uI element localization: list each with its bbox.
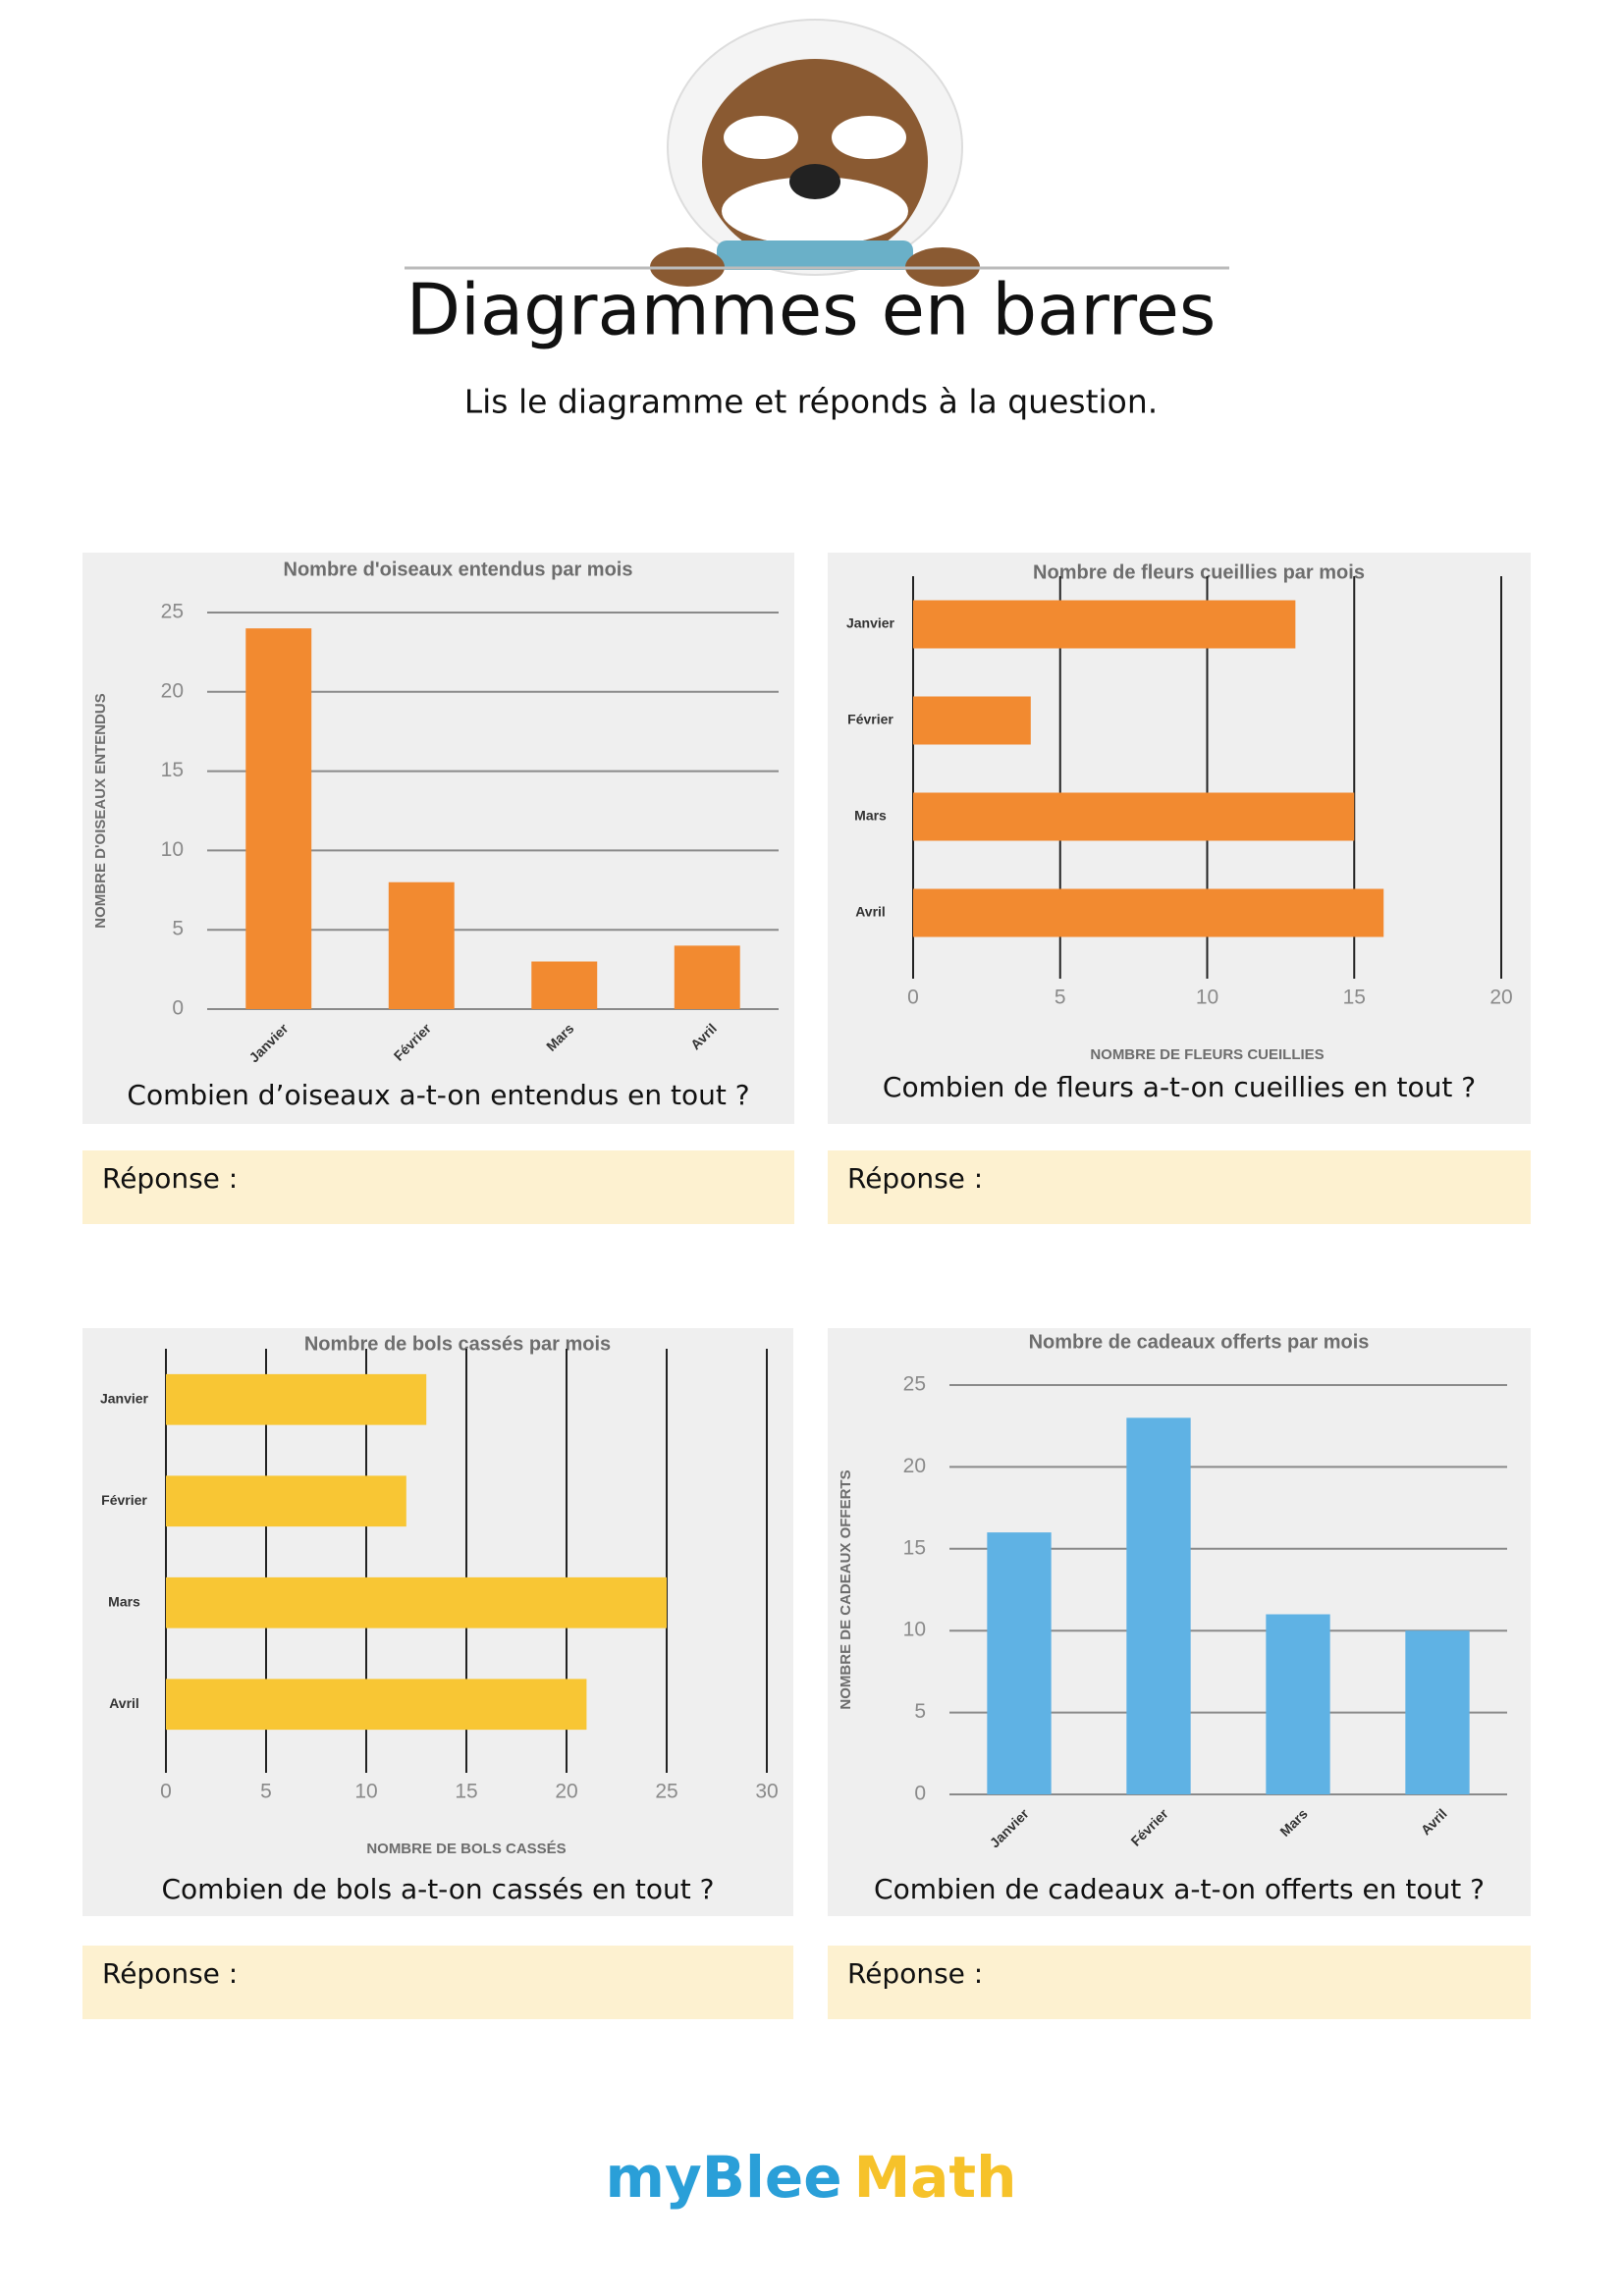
- x-tick-label: 20: [555, 1781, 577, 1803]
- y-tick-label: Février: [101, 1492, 147, 1508]
- x-axis-label: NOMBRE DE FLEURS CUEILLIES: [1090, 1046, 1324, 1063]
- question: Combien de bols a-t-on cassés en tout ?: [161, 1873, 714, 1905]
- bar: [388, 881, 455, 1009]
- brand-logo: myBlee Math: [606, 2144, 1017, 2211]
- answer-box: Réponse :: [828, 1150, 1531, 1224]
- x-tick-label: 25: [655, 1781, 677, 1803]
- y-tick-label: Janvier: [100, 1390, 149, 1406]
- bar: [913, 696, 1031, 745]
- y-tick-label: 25: [903, 1373, 926, 1396]
- y-tick-label: 10: [903, 1619, 926, 1641]
- bar: [674, 945, 740, 1009]
- chart-title: Nombre de bols cassés par mois: [304, 1333, 611, 1355]
- page-title: Diagrammes en barres: [406, 269, 1217, 351]
- answer-background: [82, 1946, 793, 2019]
- chart-title: Nombre de cadeaux offerts par mois: [1029, 1331, 1370, 1353]
- bar: [166, 1679, 587, 1731]
- y-tick-label: 0: [172, 997, 184, 1020]
- answer-label: Réponse :: [102, 1162, 238, 1195]
- x-tick-label: 0: [907, 987, 919, 1009]
- y-tick-label: Avril: [109, 1695, 139, 1711]
- bar: [913, 792, 1355, 841]
- answer-label: Réponse :: [847, 1957, 983, 1990]
- chart-panel: Nombre d'oiseaux entendus par mois 0 5 10 15…: [82, 553, 794, 1124]
- bar: [913, 600, 1296, 649]
- brand-part: myBlee: [606, 2144, 842, 2211]
- x-tick-label: 5: [260, 1781, 272, 1803]
- y-tick-label: Mars: [854, 808, 887, 824]
- x-tick-label: 15: [455, 1781, 477, 1803]
- chart-title: Nombre de fleurs cueillies par mois: [1033, 561, 1365, 583]
- question: Combien de fleurs a-t-on cueillies en to…: [883, 1071, 1476, 1103]
- y-tick-label: 0: [914, 1783, 926, 1805]
- answer-box: Réponse :: [82, 1946, 793, 2019]
- y-axis-label: NOMBRE DE CADEAUX OFFERTS: [838, 1469, 854, 1709]
- x-tick-label: 20: [1489, 987, 1512, 1009]
- x-tick-label: 10: [1196, 987, 1218, 1009]
- y-tick-label: 15: [161, 759, 184, 781]
- x-tick-label: 15: [1343, 987, 1366, 1009]
- y-axis-label: NOMBRE D'OISEAUX ENTENDUS: [92, 693, 109, 928]
- answer-background: [828, 1150, 1531, 1224]
- y-tick-label: 10: [161, 838, 184, 861]
- question: Combien d’oiseaux a-t-on entendus en tou…: [127, 1079, 749, 1111]
- chart-panel: Nombre de fleurs cueillies par mois 0 5 10 1…: [828, 553, 1531, 1124]
- brand-part: Math: [854, 2144, 1017, 2211]
- chart-panel: Nombre de bols cassés par mois 0 5 10 15 20 25…: [82, 1328, 793, 1916]
- bar: [1126, 1417, 1191, 1794]
- bar: [1405, 1630, 1470, 1794]
- x-tick-label: 10: [354, 1781, 377, 1803]
- panel-background: [82, 553, 794, 1124]
- chart-panel: Nombre de cadeaux offerts par mois 0 5 10 15…: [828, 1328, 1531, 1916]
- bar: [987, 1532, 1052, 1794]
- bar: [1266, 1614, 1330, 1794]
- y-tick-label: Avril: [855, 904, 886, 920]
- bar: [166, 1475, 406, 1527]
- question: Combien de cadeaux a-t-on offerts en tou…: [874, 1873, 1485, 1905]
- y-tick-label: 20: [903, 1455, 926, 1477]
- y-tick-label: 5: [914, 1700, 926, 1723]
- mascot: [650, 19, 980, 287]
- bar: [531, 961, 598, 1009]
- bar: [913, 888, 1384, 937]
- answer-background: [82, 1150, 794, 1224]
- page-subtitle: Lis le diagramme et réponds à la questio…: [464, 383, 1159, 421]
- answer-box: Réponse :: [82, 1150, 794, 1224]
- answer-box: Réponse :: [828, 1946, 1531, 2019]
- y-tick-label: 20: [161, 679, 184, 702]
- x-tick-label: 5: [1055, 987, 1066, 1009]
- y-tick-label: Février: [847, 712, 893, 727]
- bar: [166, 1373, 427, 1425]
- answer-label: Réponse :: [102, 1957, 238, 1990]
- y-tick-label: 5: [172, 918, 184, 940]
- y-tick-label: Mars: [108, 1593, 140, 1609]
- x-tick-label: 0: [160, 1781, 172, 1803]
- y-tick-label: 15: [903, 1536, 926, 1559]
- x-tick-label: 30: [755, 1781, 778, 1803]
- answer-label: Réponse :: [847, 1162, 983, 1195]
- answer-background: [828, 1946, 1531, 2019]
- x-axis-label: NOMBRE DE BOLS CASSÉS: [366, 1841, 566, 1857]
- y-tick-label: 25: [161, 601, 184, 623]
- bar: [245, 628, 312, 1009]
- bar: [166, 1576, 667, 1629]
- chart-title: Nombre d'oiseaux entendus par mois: [284, 559, 633, 580]
- y-tick-label: Janvier: [846, 615, 895, 631]
